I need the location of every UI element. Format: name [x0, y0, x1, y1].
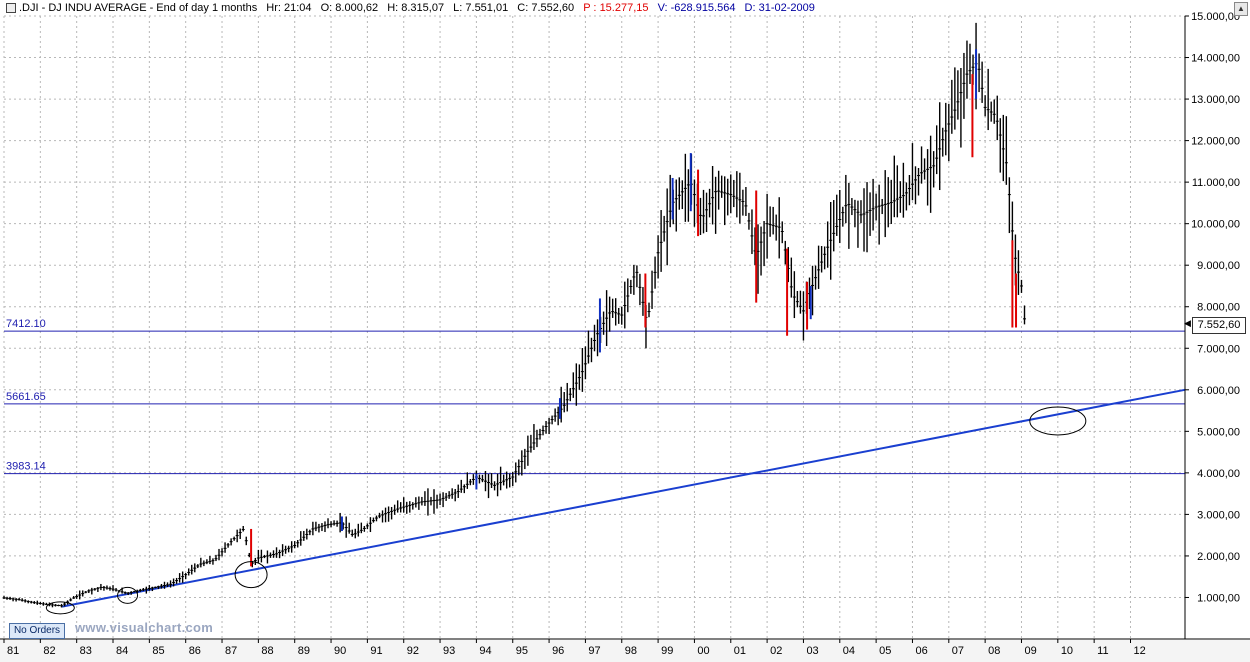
x-tick-label: 82 [43, 645, 55, 657]
chart-header: .DJI - DJ INDU AVERAGE - End of day 1 mo… [0, 0, 1185, 16]
x-tick-label: 86 [189, 645, 201, 657]
y-tick-label: 11.000,00 [1192, 177, 1240, 189]
annotation-ellipse [1029, 406, 1087, 436]
header-symbol: .DJI - DJ INDU AVERAGE - End of day 1 mo… [19, 2, 258, 14]
date-value: 31-02-2009 [758, 2, 815, 14]
level-label: 7412.10 [6, 318, 46, 330]
last-price-tag: 7.552,60 [1192, 317, 1246, 334]
x-axis-band [0, 640, 1250, 662]
volume-value: -628.915.564 [670, 2, 736, 14]
annotation-ellipse [45, 601, 75, 615]
axes: 1.000,00 2.000,00 3.000,00 4.000,00 5.000,00… [0, 11, 1250, 662]
high-label: H: [387, 2, 399, 14]
y-tick-label: 7.000,00 [1197, 343, 1240, 355]
x-tick-label: 08 [988, 645, 1000, 657]
y-tick-label: 14.000,00 [1191, 53, 1240, 65]
x-tick-label: 87 [225, 645, 237, 657]
y-tick-label: 1.000,00 [1197, 592, 1240, 604]
y-tick-label: 9.000,00 [1197, 260, 1240, 272]
hr-value: 21:04 [284, 2, 312, 14]
x-tick-label: 98 [625, 645, 637, 657]
y-tick-label: 10.000,00 [1191, 219, 1240, 231]
x-tick-label: 09 [1024, 645, 1036, 657]
annotation-ellipses [45, 406, 1087, 615]
last-price-arrow-icon: ◀ [1184, 318, 1191, 328]
x-tick-label: 01 [734, 645, 746, 657]
x-tick-label: 92 [407, 645, 419, 657]
trendline [61, 388, 1186, 608]
watermark: www.visualchart.com [75, 620, 214, 635]
y-tick-label: 4.000,00 [1197, 468, 1240, 480]
p-label: P : [583, 2, 597, 14]
y-tick-label: 3.000,00 [1197, 509, 1240, 521]
no-orders-button[interactable]: No Orders [9, 623, 65, 639]
y-tick-label: 6.000,00 [1197, 385, 1240, 397]
x-tick-label: 83 [80, 645, 92, 657]
y-tick-label: 2.000,00 [1197, 551, 1240, 563]
symbol-dropdown-icon[interactable] [6, 3, 16, 14]
y-tick-label: 15.000,00 [1191, 11, 1240, 23]
trendline-group [61, 388, 1186, 608]
x-tick-label: 84 [116, 645, 128, 657]
scroll-up-icon[interactable]: ▲ [1234, 2, 1248, 16]
low-label: L: [453, 2, 463, 14]
x-tick-label: 02 [770, 645, 782, 657]
level-label: 3983.14 [6, 461, 46, 473]
x-tick-label: 06 [915, 645, 927, 657]
x-tick-label: 90 [334, 645, 346, 657]
close-value: 7.552,60 [531, 2, 575, 14]
x-tick-label: 04 [843, 645, 855, 657]
open-label: O: [320, 2, 333, 14]
x-tick-label: 81 [7, 645, 19, 657]
annotation-ellipse [117, 586, 139, 604]
hr-label: Hr: [266, 2, 281, 14]
x-tick-label: 91 [370, 645, 382, 657]
close-label: C: [517, 2, 529, 14]
y-tick-label: 12.000,00 [1191, 136, 1240, 148]
x-tick-label: 89 [298, 645, 310, 657]
open-value: 8.000,62 [335, 2, 379, 14]
volume-label: V: [657, 2, 668, 14]
date-label: D: [744, 2, 756, 14]
y-tick-label: 5.000,00 [1197, 426, 1240, 438]
price-bars [2, 22, 1027, 608]
level-label: 5661.65 [6, 391, 46, 403]
x-tick-label: 85 [152, 645, 164, 657]
x-tick-label: 10 [1061, 645, 1073, 657]
x-tick-label: 95 [516, 645, 528, 657]
x-tick-label: 99 [661, 645, 673, 657]
y-tick-label: 13.000,00 [1191, 94, 1240, 106]
x-tick-label: 03 [806, 645, 818, 657]
low-value: 7.551,01 [465, 2, 509, 14]
x-tick-label: 96 [552, 645, 564, 657]
grid [3, 15, 1185, 639]
y-tick-label: 8.000,00 [1197, 302, 1240, 314]
x-tick-label: 97 [588, 645, 600, 657]
x-tick-label: 93 [443, 645, 455, 657]
x-tick-label: 05 [879, 645, 891, 657]
x-tick-label: 11 [1097, 645, 1108, 657]
x-tick-label: 07 [952, 645, 964, 657]
annotation-ellipse [234, 561, 268, 589]
x-tick-label: 88 [261, 645, 273, 657]
x-tick-label: 12 [1133, 645, 1145, 657]
x-tick-label: 00 [697, 645, 709, 657]
high-value: 8.315,07 [401, 2, 445, 14]
x-tick-label: 94 [479, 645, 491, 657]
p-value: 15.277,15 [599, 2, 649, 14]
